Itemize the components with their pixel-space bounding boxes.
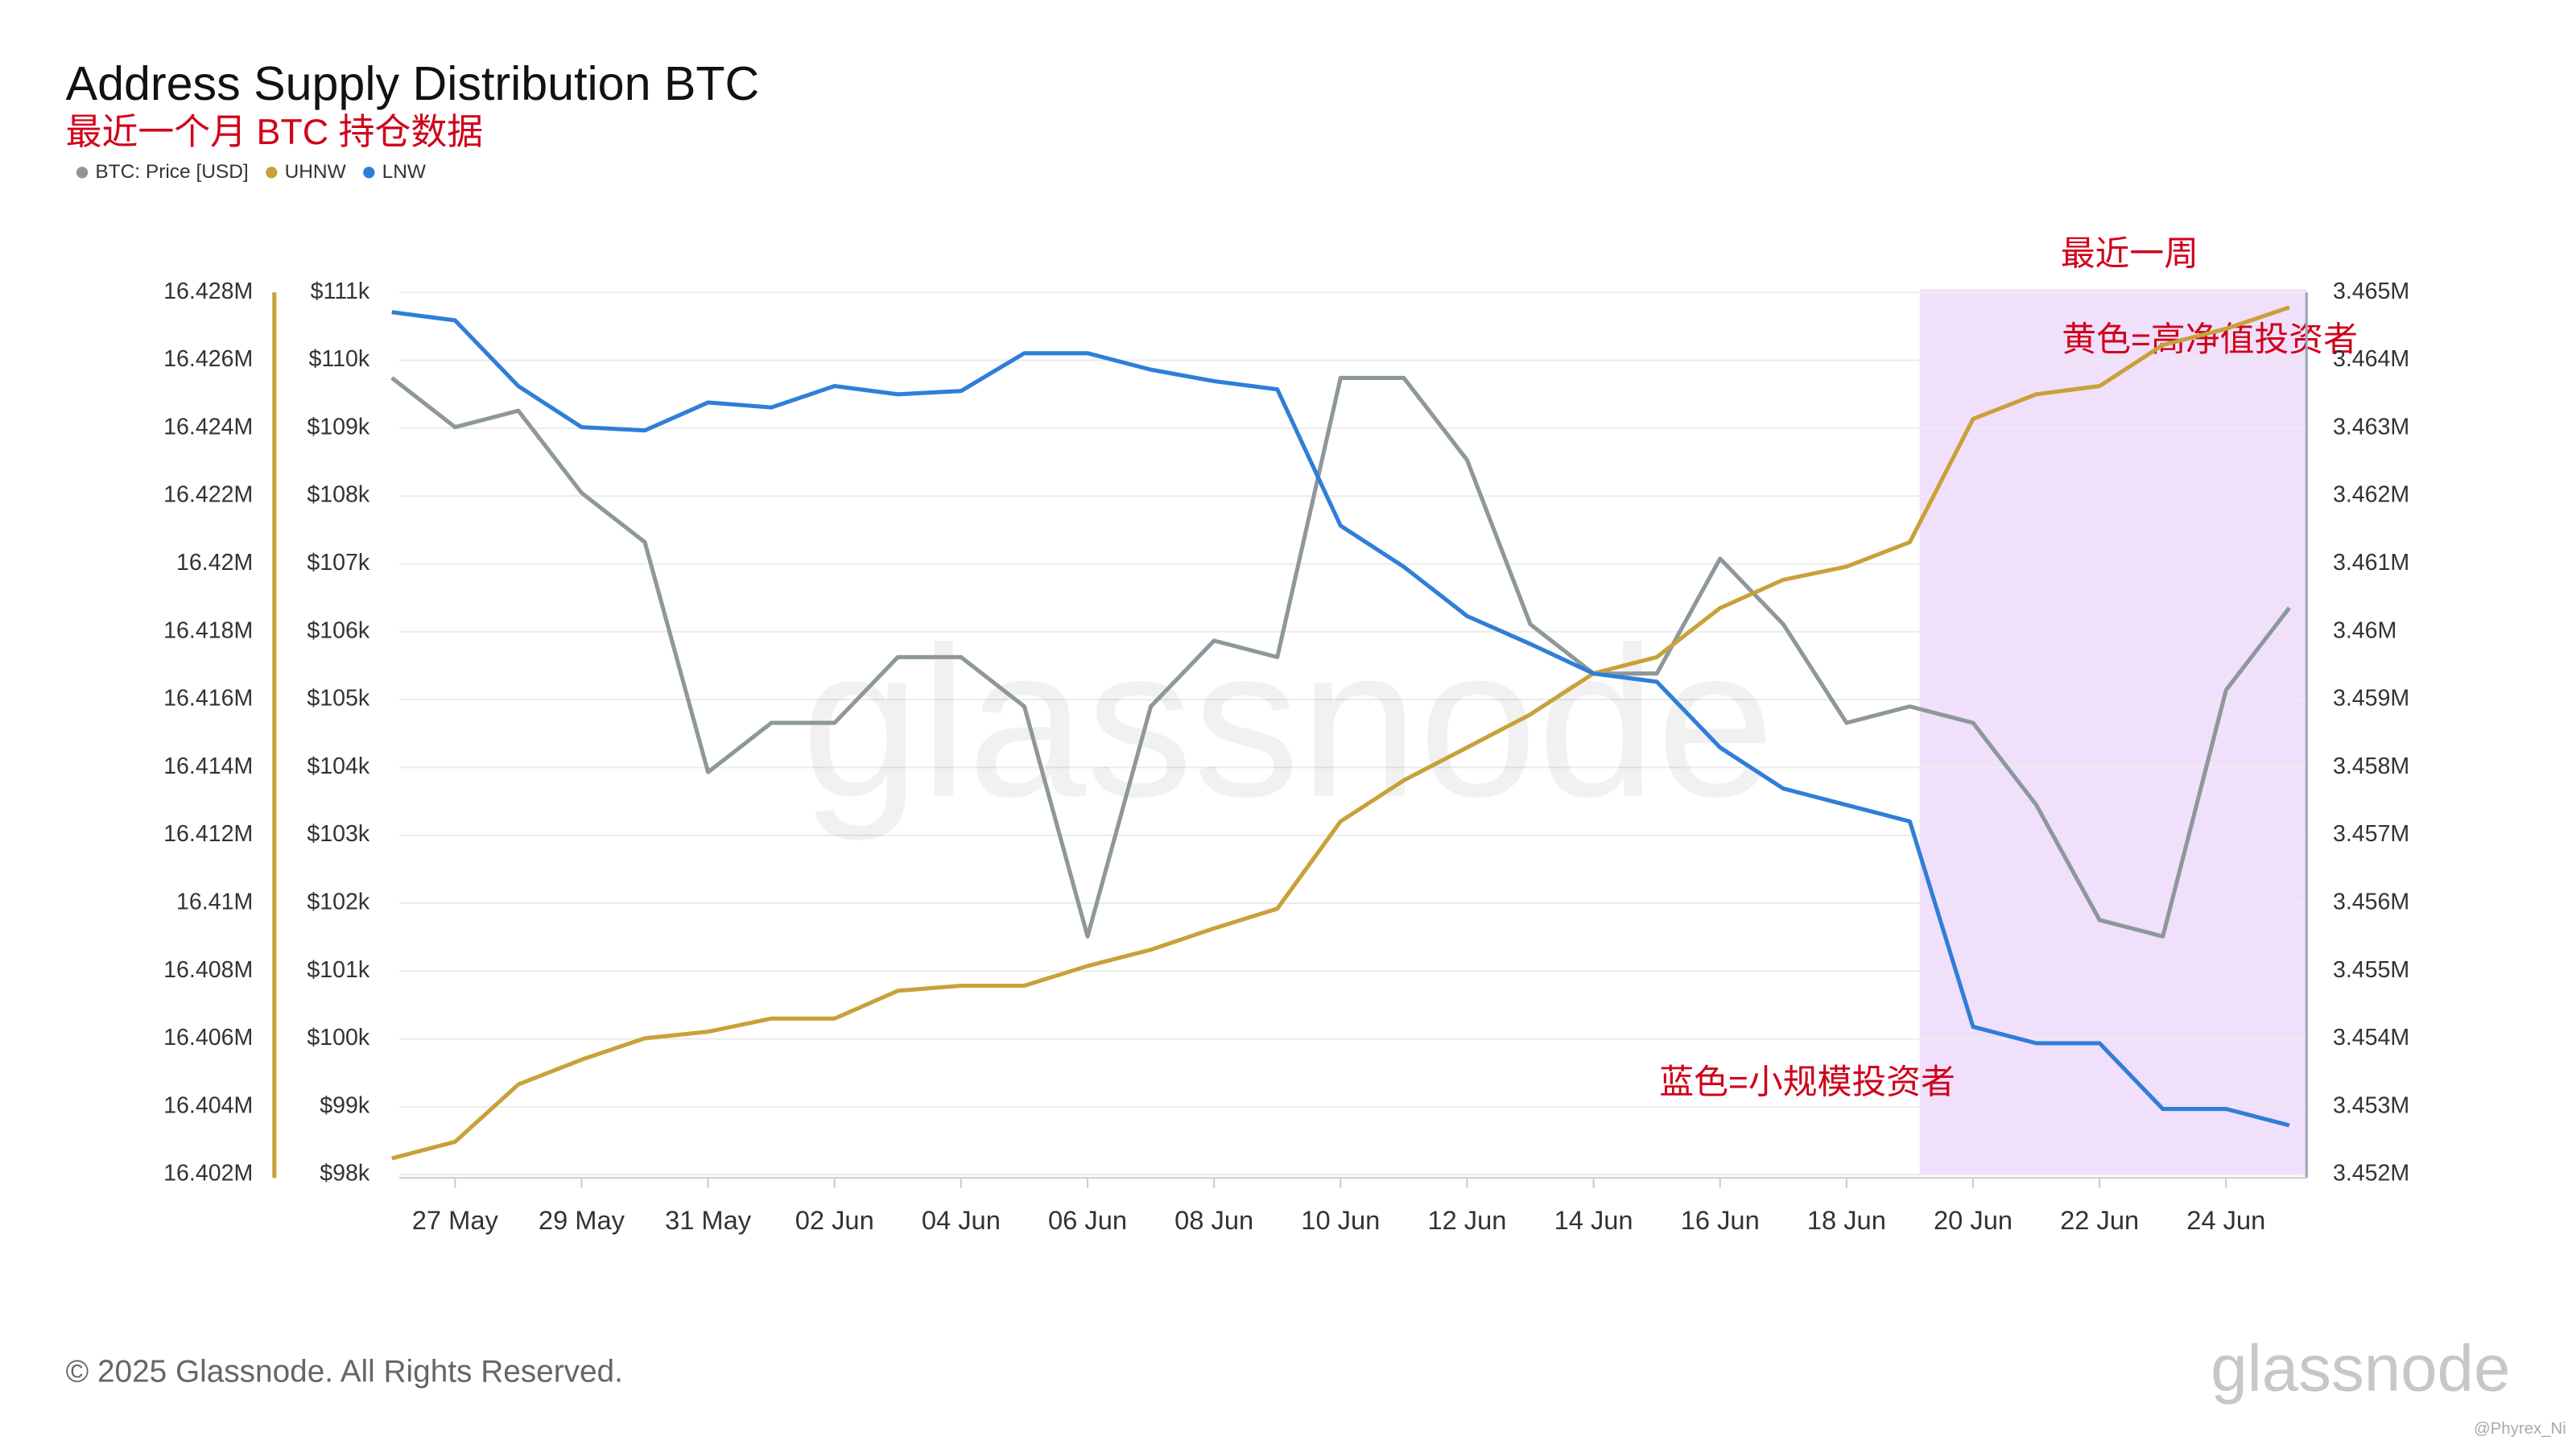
y3-tick-label: $101k <box>307 957 370 983</box>
y2-tick-label: 3.464M <box>2333 346 2409 372</box>
y3-tick-label: $107k <box>307 550 370 576</box>
annotation: 蓝色=小规模投资者 <box>1659 1063 1955 1101</box>
x-tick-label: 02 Jun <box>795 1205 874 1235</box>
x-tick-label: 18 Jun <box>1807 1205 1886 1235</box>
x-tick-label: 24 Jun <box>2186 1205 2265 1235</box>
y2-tick-label: 3.456M <box>2333 890 2409 915</box>
annotation: 黄色=高净值投资者 <box>2062 320 2358 359</box>
y-tick-label: 16.412M <box>163 821 253 847</box>
y2-tick-label: 3.462M <box>2333 482 2409 508</box>
y-tick-label: 16.408M <box>163 957 253 983</box>
y-tick-label: 16.42M <box>176 550 253 576</box>
y-tick-label: 16.414M <box>163 753 253 779</box>
y-tick-label: 16.416M <box>163 686 253 712</box>
y-tick-label: 16.41M <box>176 890 253 915</box>
x-tick-label: 22 Jun <box>2060 1205 2139 1235</box>
x-tick-label: 31 May <box>665 1205 752 1235</box>
x-tick-label: 16 Jun <box>1681 1205 1760 1235</box>
series-line <box>391 305 2290 1161</box>
y3-tick-label: $110k <box>308 346 369 372</box>
y-tick-label: 16.404M <box>163 1092 253 1118</box>
y-tick-label: 16.428M <box>163 279 253 304</box>
y-tick-label: 16.424M <box>163 414 253 440</box>
credit: @Phyrex_Ni <box>2474 1420 2566 1438</box>
y3-tick-label: $98k <box>320 1161 370 1187</box>
y3-tick-label: $103k <box>307 821 370 847</box>
chart-subtitle: 最近一个月 BTC 持仓数据 <box>66 111 484 152</box>
y-tick-label: 16.426M <box>163 346 253 372</box>
x-tick-label: 29 May <box>539 1205 625 1235</box>
y2-tick-label: 3.458M <box>2333 753 2409 779</box>
x-tick-label: 10 Jun <box>1301 1205 1380 1235</box>
y2-tick-label: 3.454M <box>2333 1025 2409 1051</box>
highlight-label: 最近一周 <box>2061 235 2198 274</box>
logo: glassnode <box>2211 1332 2510 1406</box>
footer: © 2025 Glassnode. All Rights Reserved. <box>66 1354 623 1389</box>
x-tick-label: 14 Jun <box>1554 1205 1633 1235</box>
y2-tick-label: 3.461M <box>2333 550 2409 576</box>
series-line <box>391 310 2290 1128</box>
legend-marker <box>76 167 89 179</box>
y2-tick-label: 3.459M <box>2333 686 2409 712</box>
x-tick-label: 27 May <box>412 1205 499 1235</box>
y3-tick-label: $99k <box>320 1092 370 1118</box>
y3-tick-label: $109k <box>307 414 370 440</box>
y-tick-label: 16.402M <box>163 1161 253 1187</box>
y-tick-label: 16.422M <box>163 482 253 508</box>
y3-tick-label: $106k <box>307 617 370 643</box>
legend-marker <box>266 167 278 179</box>
y-tick-label: 16.418M <box>163 617 253 643</box>
legend-marker <box>363 167 375 179</box>
y3-tick-label: $104k <box>307 753 370 779</box>
x-tick-label: 08 Jun <box>1174 1205 1253 1235</box>
x-tick-label: 12 Jun <box>1427 1205 1506 1235</box>
y2-tick-label: 3.465M <box>2333 279 2409 304</box>
y2-tick-label: 3.453M <box>2333 1092 2409 1118</box>
chart-title: Address Supply Distribution BTC <box>66 56 760 110</box>
y2-tick-label: 3.457M <box>2333 821 2409 847</box>
legend-label: BTC: Price [USD] <box>95 161 248 183</box>
x-tick-label: 20 Jun <box>1934 1205 2013 1235</box>
y2-tick-label: 3.463M <box>2333 414 2409 440</box>
x-tick-label: 04 Jun <box>922 1205 1001 1235</box>
y-tick-label: 16.406M <box>163 1025 253 1051</box>
series-line <box>390 375 2291 939</box>
y2-tick-label: 3.452M <box>2333 1161 2409 1187</box>
y3-tick-label: $111k <box>311 279 370 304</box>
y3-tick-label: $102k <box>307 890 370 915</box>
y3-tick-label: $108k <box>307 482 370 508</box>
y2-tick-label: 3.46M <box>2333 617 2396 643</box>
y3-tick-label: $100k <box>307 1025 370 1051</box>
legend-label: UHNW <box>285 161 347 183</box>
y3-tick-label: $105k <box>307 686 370 712</box>
highlight-band <box>1919 289 2307 1175</box>
watermark: glassnode <box>801 603 1775 842</box>
background-layer <box>398 289 2307 1176</box>
legend-label: LNW <box>382 161 427 183</box>
x-tick-label: 06 Jun <box>1048 1205 1127 1235</box>
y2-tick-label: 3.455M <box>2333 957 2409 983</box>
